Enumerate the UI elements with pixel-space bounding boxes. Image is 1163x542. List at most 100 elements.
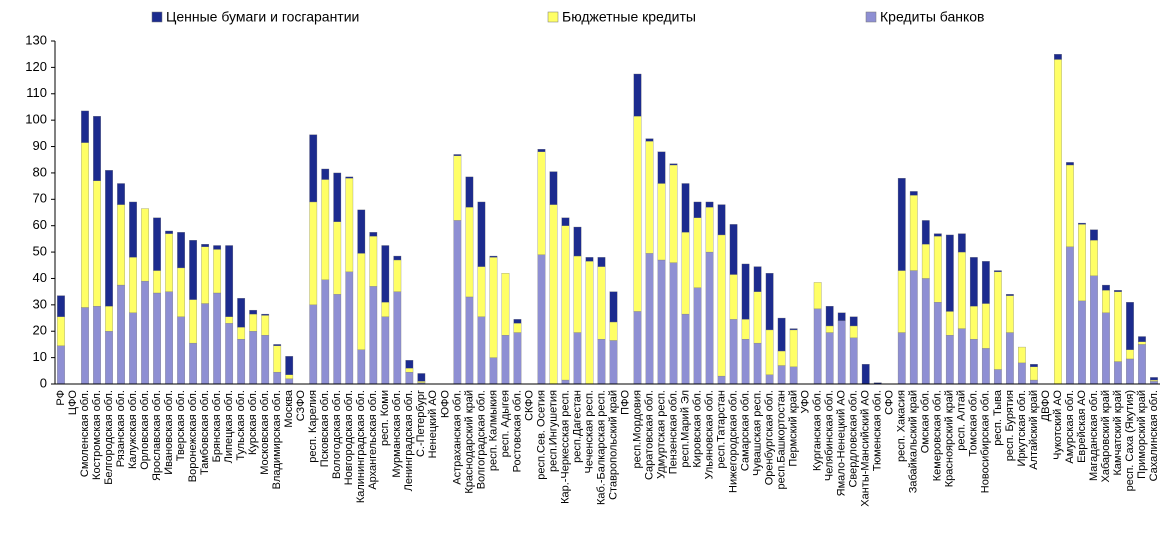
bar-segment xyxy=(261,315,270,336)
bar-segment xyxy=(117,284,125,385)
x-tick-label: Ростовская обл. xyxy=(511,390,523,472)
x-tick-label: Тюменская обл. xyxy=(872,390,884,471)
x-tick-label: Орловская обл. xyxy=(139,390,151,470)
x-tick-label: ДВФО xyxy=(1040,390,1052,422)
bar-segment xyxy=(321,279,330,385)
bar-segment xyxy=(309,201,318,305)
bar-segment xyxy=(1066,164,1074,247)
legend-swatch xyxy=(865,11,877,23)
x-tick-label: Тамбовская обл. xyxy=(199,390,211,475)
x-tick-label: Кар.-Черкесская респ. xyxy=(559,390,571,504)
bar-segment xyxy=(273,345,282,373)
x-tick-label: Камчатский край xyxy=(1112,390,1124,475)
x-tick-label: Псковская обл. xyxy=(319,390,331,467)
x-tick-label: Владимирская обл. xyxy=(271,390,283,489)
bar-segment xyxy=(633,116,642,312)
x-tick-label: Краснодарский край xyxy=(463,390,475,494)
bar-segment xyxy=(93,116,101,181)
bar-segment xyxy=(237,338,246,385)
x-tick-label: Новосибирская обл. xyxy=(980,390,992,493)
y-tick-label: 20 xyxy=(33,323,47,338)
x-tick-label: респ.Башкортостан xyxy=(776,390,788,489)
bar-segment xyxy=(369,232,378,237)
bar-segment xyxy=(897,270,906,333)
bar-segment xyxy=(261,335,270,385)
bar-segment xyxy=(585,261,594,385)
bar-segment xyxy=(453,154,462,156)
bar-segment xyxy=(993,270,1002,273)
bar-segment xyxy=(1054,59,1062,385)
bar-segment xyxy=(285,356,294,375)
bar-segment xyxy=(1018,346,1026,364)
bar-segment xyxy=(309,304,318,385)
bar-segment xyxy=(1138,344,1146,385)
x-tick-label: ЮФО xyxy=(439,390,451,418)
bar-segment xyxy=(789,329,798,367)
x-tick-label: Каб.-Балкарская респ. xyxy=(595,390,607,505)
bar-segment xyxy=(81,142,89,308)
x-tick-label: Самарская обл. xyxy=(740,390,752,471)
bar-segment xyxy=(837,312,846,321)
bar-segment xyxy=(201,244,210,247)
bar-segment xyxy=(573,332,582,385)
bar-segment xyxy=(1066,246,1074,385)
bar-segment xyxy=(657,183,666,261)
bar-segment xyxy=(57,316,65,346)
x-tick-label: респ. Саха (Якутия) xyxy=(1124,390,1136,491)
x-tick-label: Астраханская обл. xyxy=(451,390,463,485)
x-tick-label: Москва xyxy=(283,389,295,427)
bar-segment xyxy=(717,234,726,377)
bar-segment xyxy=(561,217,570,226)
bar-segment xyxy=(477,316,486,385)
bar-segment xyxy=(513,332,522,385)
bar-segment xyxy=(933,233,942,237)
bar-segment xyxy=(1030,364,1038,368)
bar-segment xyxy=(141,280,149,385)
bar-segment xyxy=(597,266,606,340)
bar-segment xyxy=(657,259,666,385)
bar-segment xyxy=(1030,366,1038,381)
bar-segment xyxy=(597,257,606,267)
bar-segment xyxy=(213,292,222,385)
bar-segment xyxy=(1138,336,1146,342)
bar-segment xyxy=(849,316,858,327)
bar-segment xyxy=(693,217,702,288)
bar-segment xyxy=(189,342,197,385)
bar-segment xyxy=(93,180,101,307)
bar-segment xyxy=(825,325,834,333)
bar-segment xyxy=(1102,290,1110,313)
x-tick-label: Рязанская обл. xyxy=(115,390,127,467)
bar-segment xyxy=(513,319,522,324)
x-tick-label: Ставропольский край xyxy=(607,390,619,500)
bar-segment xyxy=(609,291,618,323)
x-tick-label: Московская обл. xyxy=(259,390,271,475)
x-tick-label: Воронежская обл. xyxy=(187,390,199,482)
bar-segment xyxy=(1114,291,1122,362)
x-tick-label: респ.Ингушетия xyxy=(547,390,559,472)
bar-segment xyxy=(177,232,185,269)
bar-segment xyxy=(921,278,930,385)
bar-segment xyxy=(153,292,161,385)
bar-segment xyxy=(705,251,714,385)
x-tick-label: Приморский край xyxy=(1136,390,1148,479)
x-axis: РФ ЦФО Смоленская обл. Костромская обл. Белг… xyxy=(55,383,1160,507)
bar-segment xyxy=(669,164,678,263)
bar-segment xyxy=(249,309,258,315)
bar-segment xyxy=(261,313,270,316)
bar-segment xyxy=(909,195,918,271)
x-tick-label: Саратовская обл. xyxy=(643,390,655,480)
bar-segment xyxy=(1005,295,1014,333)
bar-segment xyxy=(165,291,173,385)
bar-segment xyxy=(729,319,738,385)
bars xyxy=(57,54,1158,385)
x-tick-label: СЗФО xyxy=(295,390,307,422)
bar-segment xyxy=(669,163,678,166)
bar-segment xyxy=(1114,290,1122,292)
x-tick-label: Кировская обл. xyxy=(691,390,703,468)
bar-segment xyxy=(957,233,966,253)
bar-segment xyxy=(141,208,149,282)
bar-segment xyxy=(573,255,582,333)
bar-segment xyxy=(225,245,234,317)
y-tick-label: 110 xyxy=(26,85,47,100)
bar-segment xyxy=(369,286,378,385)
